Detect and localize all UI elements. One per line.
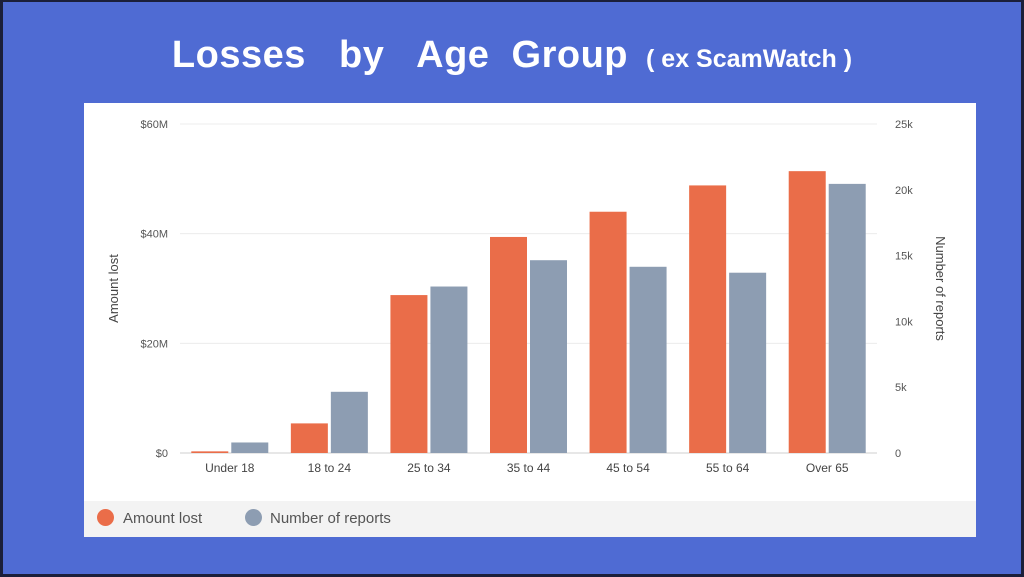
legend: Amount lost Number of reports bbox=[84, 501, 976, 537]
bar-number-of-reports-45-to-54 bbox=[629, 266, 667, 453]
bar-number-of-reports-18-to-24 bbox=[330, 391, 368, 453]
y-right-tick-label: 10k bbox=[895, 316, 913, 328]
legend-swatch-number-of-reports bbox=[245, 509, 262, 526]
slide-title: Losses by Age Group ( ex ScamWatch ) bbox=[3, 34, 1021, 77]
x-tick-label: 55 to 64 bbox=[706, 461, 750, 475]
y-left-axis-title: Amount lost bbox=[106, 254, 121, 323]
y-left-tick-label: $20M bbox=[140, 338, 168, 350]
bar-number-of-reports-55-to-64 bbox=[729, 272, 767, 453]
chart-card: $0 $20M $40M $60M 0 5k 10k 15k 20k 25k Amount lost… bbox=[84, 103, 976, 537]
bar-amount-lost-over-65 bbox=[788, 171, 826, 453]
title-main: Losses by Age Group bbox=[171, 34, 629, 76]
title-subtitle: ( ex ScamWatch ) bbox=[646, 45, 853, 73]
y-right-tick-label: 15k bbox=[895, 251, 913, 263]
y-left-tick-label: $60M bbox=[140, 119, 168, 131]
x-tick-label: 18 to 24 bbox=[308, 461, 352, 475]
bar-amount-lost-18-to-24 bbox=[290, 423, 328, 453]
bar-amount-lost-35-to-44 bbox=[490, 236, 527, 453]
x-tick-label: Under 18 bbox=[205, 461, 255, 475]
y-right-tick-label: 25k bbox=[895, 119, 913, 131]
y-left-tick-label: $0 bbox=[156, 448, 168, 460]
bar-amount-lost-45-to-54 bbox=[589, 211, 627, 453]
bar-number-of-reports-over-65 bbox=[828, 183, 866, 453]
x-tick-label: 45 to 54 bbox=[606, 461, 650, 475]
bar-amount-lost-under-18 bbox=[191, 451, 229, 453]
x-tick-label: 25 to 34 bbox=[407, 461, 451, 475]
legend-label-number-of-reports: Number of reports bbox=[270, 510, 391, 527]
y-left-tick-label: $40M bbox=[140, 229, 168, 241]
bar-chart: $0 $20M $40M $60M 0 5k 10k 15k 20k 25k Amount lost… bbox=[106, 119, 948, 475]
legend-label-amount-lost: Amount lost bbox=[123, 510, 203, 527]
y-right-tick-label: 5k bbox=[895, 382, 907, 394]
y-right-tick-label: 20k bbox=[895, 185, 913, 197]
bar-amount-lost-25-to-34 bbox=[390, 295, 428, 453]
legend-swatch-amount-lost bbox=[97, 509, 114, 526]
y-right-tick-label: 0 bbox=[895, 448, 901, 460]
bar-number-of-reports-35-to-44 bbox=[530, 260, 567, 453]
y-right-axis-title: Number of reports bbox=[933, 236, 948, 341]
bar-number-of-reports-under-18 bbox=[231, 442, 269, 453]
x-tick-label: 35 to 44 bbox=[507, 461, 551, 475]
bar-amount-lost-55-to-64 bbox=[689, 185, 727, 453]
bar-number-of-reports-25-to-34 bbox=[430, 286, 468, 453]
x-tick-label: Over 65 bbox=[806, 461, 849, 475]
